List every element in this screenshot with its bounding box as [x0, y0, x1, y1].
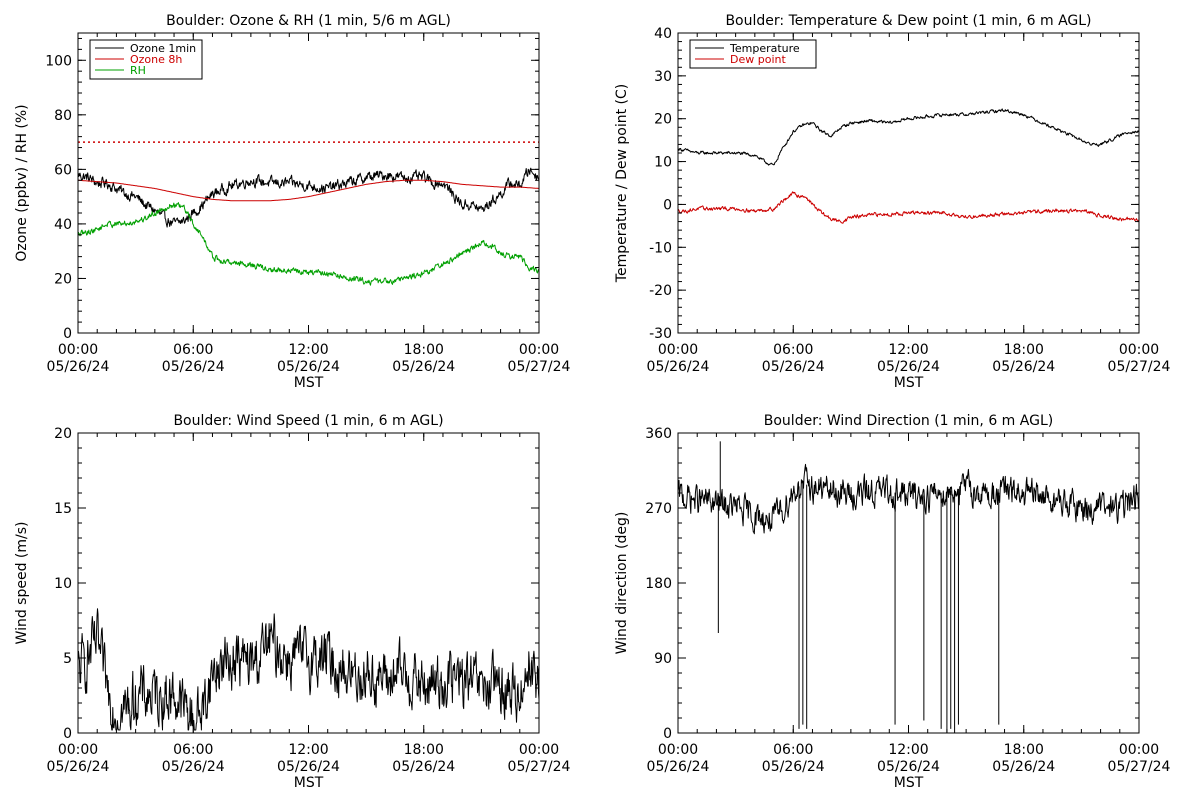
y-axis-label: Wind direction (deg)	[614, 512, 630, 655]
y-tick-label: 270	[645, 501, 672, 517]
y-tick-label: 0	[663, 726, 672, 742]
x-tick-date: 05/26/24	[992, 359, 1055, 375]
x-axis-label: MST	[294, 375, 324, 391]
x-tick-date: 05/26/24	[762, 359, 825, 375]
x-tick-time: 18:00	[1004, 342, 1044, 358]
y-tick-label: 30	[654, 69, 672, 85]
x-tick-time: 06:00	[773, 742, 813, 758]
y-tick-label: 20	[54, 426, 72, 442]
x-tick-time: 06:00	[773, 342, 813, 358]
legend-label: Dew point	[730, 53, 786, 66]
x-tick-time: 12:00	[288, 742, 328, 758]
y-tick-label: 0	[663, 197, 672, 213]
y-tick-label: 40	[654, 26, 672, 42]
x-tick-date: 05/26/24	[392, 759, 455, 775]
y-axis-label: Ozone (ppbv) / RH (%)	[14, 104, 30, 261]
chart-panel-3: Boulder: Wind Speed (1 min, 6 m AGL) 0 5 10…	[14, 413, 571, 791]
x-tick-date: 05/26/24	[647, 759, 710, 775]
x-tick-date: 05/27/24	[508, 359, 571, 375]
x-tick-date: 05/27/24	[1108, 359, 1171, 375]
x-tick-time: 00:00	[58, 342, 98, 358]
legend-label: RH	[130, 64, 146, 77]
x-tick-time: 12:00	[888, 342, 928, 358]
chart-title: Boulder: Temperature & Dew point (1 min,…	[725, 13, 1091, 29]
y-axis-label: Wind speed (m/s)	[14, 522, 30, 645]
x-tick-date: 05/26/24	[762, 759, 825, 775]
legend-label: Ozone 1min	[130, 42, 196, 55]
y-tick-label: 180	[645, 576, 672, 592]
x-axis-label: MST	[894, 375, 924, 391]
x-axis-label: MST	[294, 775, 324, 791]
legend-label: Temperature	[729, 42, 800, 55]
chart-panel-2: Boulder: Temperature & Dew point (1 min,…	[614, 13, 1171, 391]
x-tick-date: 05/26/24	[162, 359, 225, 375]
y-tick-label: 15	[54, 501, 72, 517]
x-axis-label: MST	[894, 775, 924, 791]
x-tick-time: 00:00	[58, 742, 98, 758]
x-tick-time: 00:00	[658, 742, 698, 758]
y-tick-label: 80	[54, 108, 72, 124]
plot-frame	[677, 432, 1140, 734]
y-tick-label: 5	[63, 651, 72, 667]
y-tick-label: -30	[649, 326, 672, 342]
chart-panel-1: Boulder: Ozone & RH (1 min, 5/6 m AGL) 0 2…	[14, 13, 571, 391]
plot-frame	[677, 32, 1140, 334]
y-tick-label: 0	[63, 326, 72, 342]
x-tick-time: 12:00	[888, 742, 928, 758]
series-line	[77, 202, 540, 286]
x-tick-date: 05/27/24	[1108, 759, 1171, 775]
series-line	[677, 191, 1140, 224]
x-tick-time: 18:00	[1004, 742, 1044, 758]
legend-label: Ozone 8h	[130, 53, 182, 66]
x-tick-date: 05/26/24	[877, 759, 940, 775]
x-tick-date: 05/26/24	[392, 359, 455, 375]
x-tick-time: 00:00	[1119, 342, 1159, 358]
y-tick-label: 360	[645, 426, 672, 442]
y-tick-label: 10	[54, 576, 72, 592]
x-tick-date: 05/26/24	[162, 759, 225, 775]
x-tick-time: 06:00	[173, 342, 213, 358]
x-tick-date: 05/26/24	[47, 359, 110, 375]
y-tick-label: 60	[54, 162, 72, 178]
series-line	[77, 167, 540, 228]
series-line	[78, 179, 540, 202]
y-tick-label: 20	[654, 112, 672, 128]
y-axis-label: Temperature / Dew point (C)	[614, 84, 630, 283]
chart-title: Boulder: Ozone & RH (1 min, 5/6 m AGL)	[166, 13, 451, 29]
series-line	[77, 608, 540, 731]
y-tick-label: 40	[54, 217, 72, 233]
series-line	[677, 108, 1140, 166]
x-tick-time: 12:00	[288, 342, 328, 358]
y-tick-label: -10	[649, 240, 672, 256]
x-tick-date: 05/26/24	[277, 759, 340, 775]
y-tick-label: 90	[654, 651, 672, 667]
x-tick-time: 00:00	[519, 742, 559, 758]
x-tick-time: 18:00	[404, 742, 444, 758]
chart-title: Boulder: Wind Speed (1 min, 6 m AGL)	[173, 413, 443, 429]
x-tick-date: 05/26/24	[277, 359, 340, 375]
x-tick-time: 18:00	[404, 342, 444, 358]
plot-frame	[77, 432, 540, 734]
x-tick-date: 05/26/24	[47, 759, 110, 775]
x-tick-time: 00:00	[658, 342, 698, 358]
chart-panel-4: Boulder: Wind Direction (1 min, 6 m AGL)…	[614, 413, 1171, 791]
x-tick-date: 05/26/24	[647, 359, 710, 375]
x-tick-time: 00:00	[1119, 742, 1159, 758]
x-tick-date: 05/26/24	[877, 359, 940, 375]
y-tick-label: 10	[654, 155, 672, 171]
y-tick-label: 0	[63, 726, 72, 742]
chart-title: Boulder: Wind Direction (1 min, 6 m AGL)	[764, 413, 1053, 429]
y-tick-label: 100	[45, 53, 72, 69]
legend-box	[689, 39, 817, 69]
x-tick-time: 00:00	[519, 342, 559, 358]
series-line	[677, 463, 1140, 535]
x-tick-time: 06:00	[173, 742, 213, 758]
y-tick-label: -20	[649, 283, 672, 299]
x-tick-date: 05/26/24	[992, 759, 1055, 775]
y-tick-label: 20	[54, 271, 72, 287]
x-tick-date: 05/27/24	[508, 759, 571, 775]
